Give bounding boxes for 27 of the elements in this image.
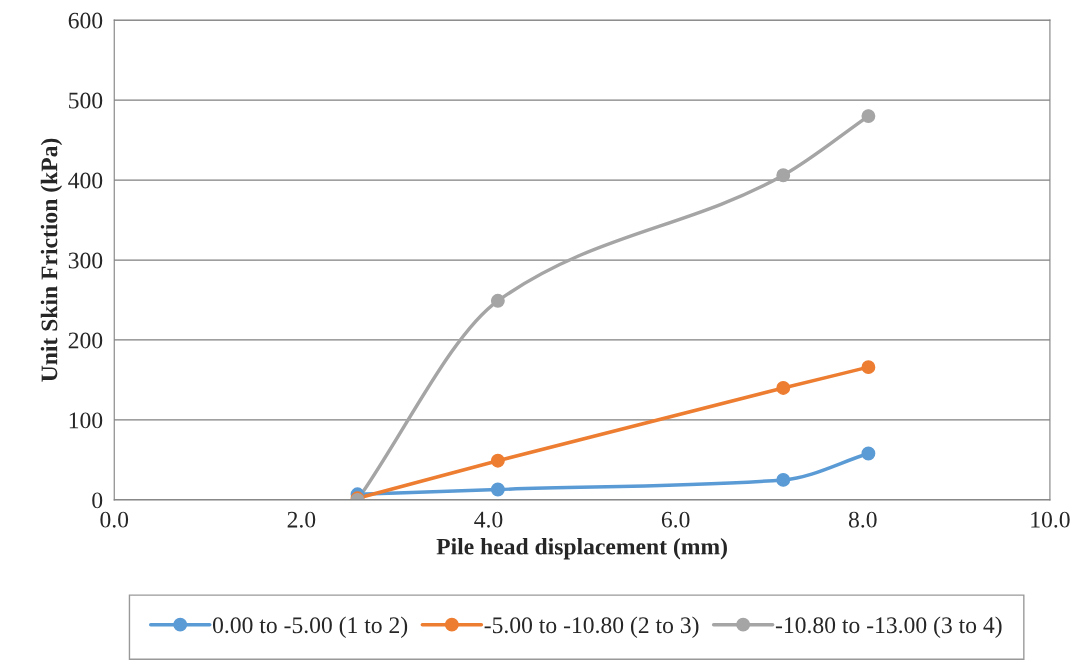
x-tick-label: 6.0 — [661, 511, 690, 528]
x-tick-label: 0.0 — [100, 511, 129, 528]
y-tick-label: 500 — [69, 92, 103, 109]
x-tick-label: 4.0 — [474, 511, 503, 528]
point — [776, 168, 791, 183]
x-tick-label: 2.0 — [287, 511, 316, 528]
point — [861, 446, 876, 461]
y-axis-title: Unit Skin Friction (kPa) — [40, 138, 63, 382]
y-tick-label: 300 — [68, 252, 103, 269]
point — [490, 453, 505, 468]
point — [490, 482, 505, 497]
point — [861, 360, 876, 375]
legend-label: 0.00 to -5.00 (1 to 2) — [212, 616, 408, 638]
legend-label: -10.80 to -13.00 (3 to 4) — [775, 616, 1002, 638]
y-tick-label: 600 — [68, 12, 103, 29]
y-tick-label: 200 — [68, 332, 103, 349]
x-tick-label: 8.0 — [848, 511, 877, 528]
point — [861, 109, 876, 124]
x-axis-title: Pile head displacement (mm) — [436, 537, 727, 560]
y-tick-label: 0 — [92, 492, 103, 509]
x-tick-label: 10.0 — [1031, 511, 1070, 528]
point — [776, 472, 791, 487]
y-tick-label: 100 — [69, 412, 103, 429]
legend-label: -5.00 to -10.80 (2 to 3) — [484, 616, 699, 638]
point — [490, 293, 505, 308]
y-tick-label: 400 — [68, 172, 103, 189]
point — [776, 381, 791, 395]
